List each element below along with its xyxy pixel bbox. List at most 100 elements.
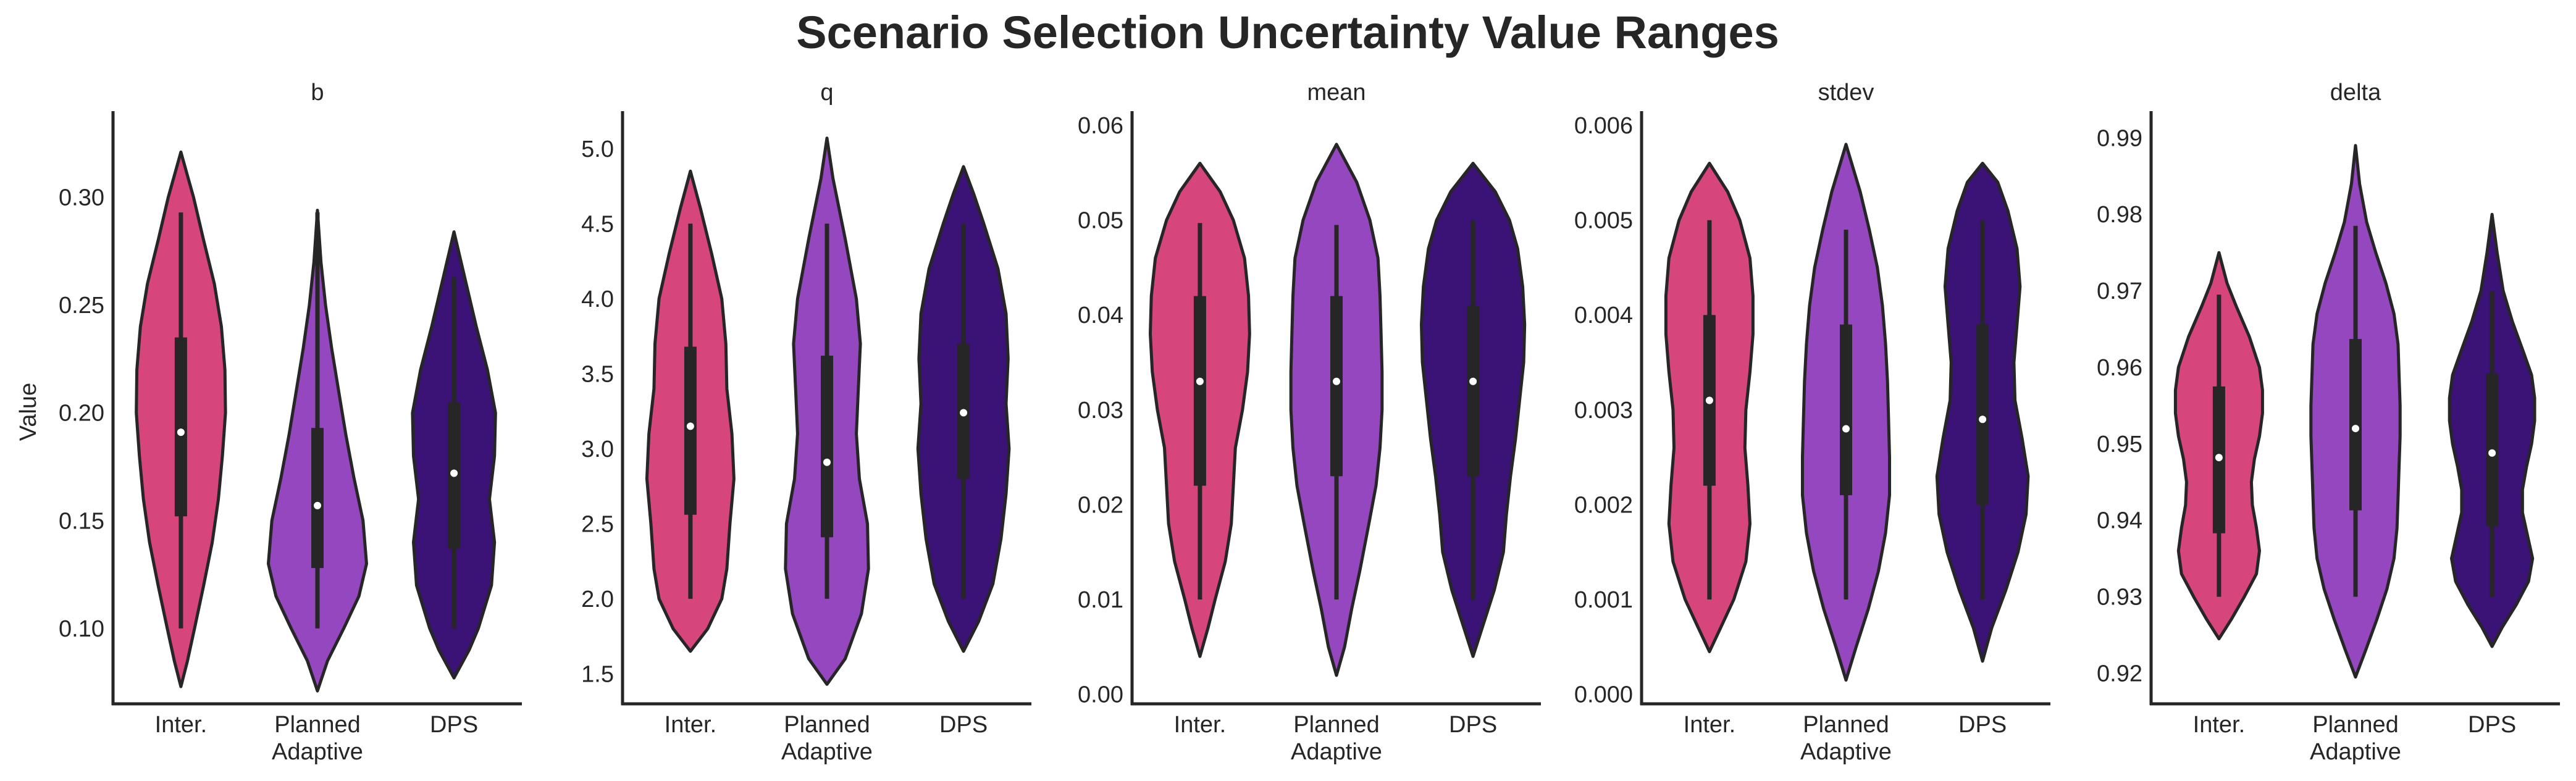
panel-title: b: [311, 80, 324, 106]
panel-mean: mean 0.00 0.01 0.02 0.03 0.04 0.05 0.06 Inter. Pl…: [1078, 80, 1541, 765]
x-tick-label: Adaptive: [1800, 739, 1892, 765]
x-tick-label: Planned: [2312, 712, 2398, 738]
x-tick-label: Adaptive: [2310, 739, 2401, 765]
violin-inter-: [135, 150, 227, 688]
violin-median-dot: [450, 469, 458, 477]
y-tick-label: 2.0: [581, 587, 614, 612]
violin-inter-: [2173, 251, 2264, 641]
panel-title: delta: [2330, 80, 2381, 106]
y-tick-label: 0.006: [1574, 113, 1633, 139]
violin-median-dot: [2215, 454, 2223, 462]
y-tick-label: 0.96: [2097, 355, 2142, 381]
violin-median-dot: [177, 428, 185, 436]
x-tick-label: Adaptive: [1291, 739, 1382, 765]
violin-median-dot: [2352, 425, 2359, 433]
violin-median-dot: [1979, 416, 1987, 424]
y-tick-label: 0.93: [2097, 585, 2142, 611]
violin-median-dot: [2488, 449, 2496, 457]
y-tick-label: 0.04: [1078, 303, 1123, 328]
violin-inter-: [645, 169, 736, 653]
violin-iqr-box: [1840, 324, 1852, 496]
panel-stdev: stdev 0.000 0.001 0.002 0.003 0.004 0.005 0.006…: [1574, 80, 2050, 765]
y-tick-label: 4.5: [581, 211, 614, 237]
violin-planned-adaptive: [1801, 143, 1891, 682]
y-tick-label: 0.00: [1078, 682, 1123, 708]
violin-median-dot: [1705, 396, 1713, 404]
y-tick-label: 0.02: [1078, 492, 1123, 518]
y-tick-label: 0.94: [2097, 508, 2142, 534]
violin-iqr-box: [821, 356, 833, 538]
y-tick-label: 0.05: [1078, 208, 1123, 234]
x-tick-label: Planned: [274, 712, 360, 738]
x-tick-label: DPS: [1449, 712, 1497, 738]
y-tick-label: 0.001: [1574, 587, 1633, 613]
violin-median-dot: [1333, 377, 1340, 385]
violin-iqr-box: [1330, 296, 1343, 477]
y-tick-label: 3.0: [581, 436, 614, 462]
y-tick-label: 0.25: [59, 293, 104, 319]
y-tick-label: 0.01: [1078, 587, 1123, 613]
panel-b: b 0.10 0.15 0.20 0.25 0.30 Inter. PlannedAdapti…: [59, 80, 522, 765]
violin-median-dot: [1842, 425, 1850, 433]
violin-iqr-box: [311, 428, 324, 569]
violin-planned-adaptive: [1289, 143, 1384, 677]
violin-dps: [411, 230, 497, 680]
panel-title: stdev: [1818, 80, 1874, 106]
x-tick-label: Inter.: [1174, 712, 1227, 738]
violin-inter-: [1664, 162, 1755, 653]
x-tick-label: DPS: [430, 712, 478, 738]
y-tick-label: 0.92: [2097, 661, 2142, 687]
y-tick-label: 2.5: [581, 511, 614, 537]
y-tick-label: 0.15: [59, 508, 104, 534]
x-tick-label: Planned: [1803, 712, 1889, 738]
violin-iqr-box: [1193, 296, 1206, 486]
y-tick-label: 5.0: [581, 136, 614, 162]
figure-title: Scenario Selection Uncertainty Value Ran…: [796, 7, 1779, 58]
violin-iqr-box: [1467, 305, 1480, 477]
y-tick-label: 0.20: [59, 401, 104, 427]
violin-iqr-box: [2349, 339, 2362, 511]
panel-title: q: [820, 80, 833, 106]
violin-planned-adaptive: [2309, 144, 2402, 679]
y-tick-label: 0.98: [2097, 202, 2142, 228]
panel-title: mean: [1307, 80, 1366, 106]
y-tick-label: 0.06: [1078, 113, 1123, 139]
x-tick-label: Planned: [1293, 712, 1379, 738]
violin-dps: [2448, 212, 2536, 648]
x-tick-label: Inter.: [665, 712, 717, 738]
violin-planned-adaptive: [267, 209, 368, 693]
x-tick-label: DPS: [1958, 712, 2007, 738]
violin-dps: [1420, 162, 1527, 658]
x-tick-label: Inter.: [155, 712, 208, 738]
panel-delta: delta 0.92 0.93 0.94 0.95 0.96 0.97 0.98 0.99 Int…: [2097, 80, 2560, 765]
violin-median-dot: [314, 501, 321, 509]
x-tick-label: Planned: [784, 712, 870, 738]
violin-inter-: [1149, 162, 1251, 658]
y-tick-label: 0.03: [1078, 398, 1123, 424]
violin-median-dot: [823, 458, 831, 466]
panel-q: q 1.5 2.0 2.5 3.0 3.5 4.0 4.5 5.0 Inter. PlannedAd…: [581, 80, 1031, 765]
violin-planned-adaptive: [784, 136, 870, 686]
y-tick-label: 0.99: [2097, 125, 2142, 151]
y-tick-label: 0.10: [59, 616, 104, 642]
violin-iqr-box: [174, 337, 187, 517]
y-tick-label: 0.004: [1574, 303, 1633, 328]
y-tick-label: 0.000: [1574, 682, 1633, 708]
violin-median-dot: [686, 422, 694, 430]
y-tick-label: 0.005: [1574, 208, 1633, 234]
x-tick-label: Inter.: [1684, 712, 1736, 738]
x-tick-label: Inter.: [2193, 712, 2246, 738]
y-tick-label: 0.002: [1574, 492, 1633, 518]
violin-median-dot: [1469, 377, 1477, 385]
x-tick-label: DPS: [2468, 712, 2516, 738]
y-tick-label: 0.97: [2097, 278, 2142, 304]
violin-median-dot: [960, 409, 968, 417]
y-tick-label: 4.0: [581, 286, 614, 312]
y-tick-label: 0.95: [2097, 432, 2142, 457]
y-tick-label: 3.5: [581, 361, 614, 387]
x-tick-label: DPS: [939, 712, 988, 738]
violin-median-dot: [1196, 377, 1204, 385]
violin-iqr-box: [1976, 324, 1989, 505]
y-tick-label: 1.5: [581, 661, 614, 687]
